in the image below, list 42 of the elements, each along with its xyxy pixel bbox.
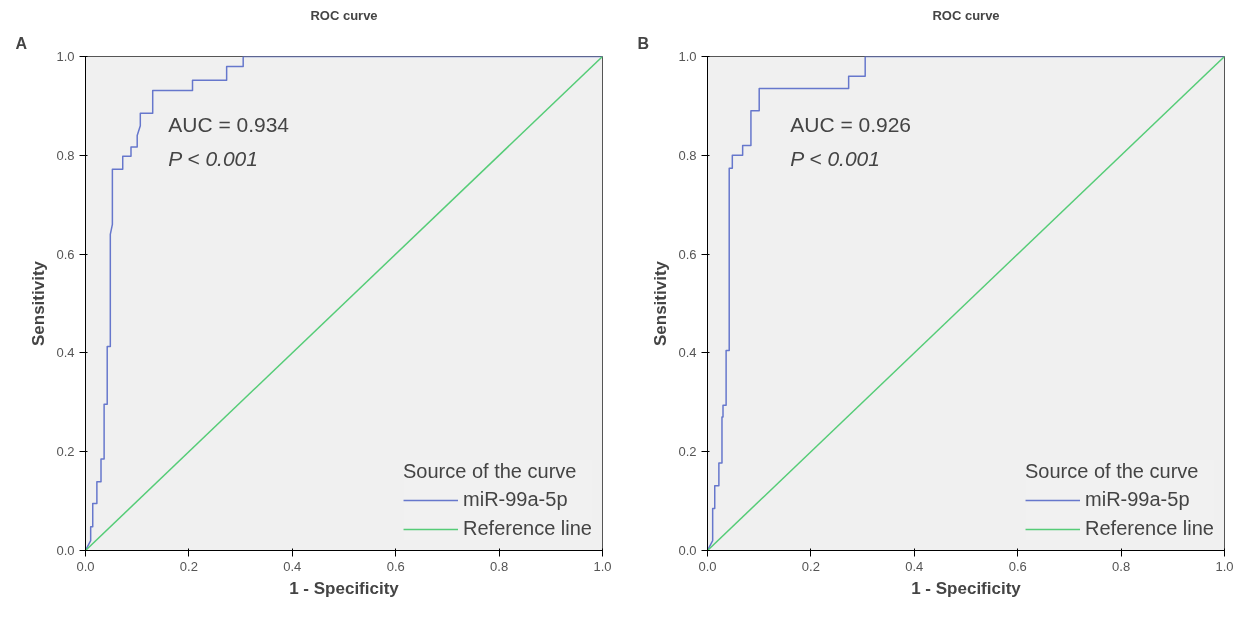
y-tick-label: 0.2 [678,444,697,460]
legend-label: miR-99a-5p [463,488,568,511]
x-tick-label: 1.0 [1215,558,1234,574]
y-tick-label: 0.4 [56,345,75,361]
chart-title: ROC curve [932,7,1000,23]
y-tick-label: 1.0 [56,49,75,64]
y-tick-label: 0.4 [678,345,697,361]
y-axis-title: Sensitivity [29,260,49,347]
x-tick-label: 0.0 [76,558,95,574]
annotation: AUC = 0.934 [168,112,290,136]
legend-title: Source of the curve [403,460,578,483]
annotation: P < 0.001 [790,147,880,171]
y-tick-label: 0.2 [56,444,75,460]
x-axis-title: 1 - Specificity [911,578,1022,598]
x-tick-label: 1.0 [593,558,612,574]
y-tick-label: 0.8 [56,147,75,163]
text: B [637,34,650,52]
legend-label: miR-99a-5p [1085,488,1190,511]
y-tick-label: 0.6 [678,246,697,262]
x-tick-label: 0.8 [1112,558,1131,574]
y-tick-label: 0.0 [678,543,697,558]
x-tick-label: 0.8 [490,558,509,574]
x-tick-label: 0.6 [1008,558,1027,574]
x-tick-label: 0.2 [801,558,820,574]
x-axis-title: 1 - Specificity [289,578,400,598]
x-tick-label: 0.4 [283,558,302,574]
annotation: AUC = 0.926 [790,112,912,136]
chart-title: ROC curve [310,7,378,23]
y-tick-label: 0.8 [678,147,697,163]
x-tick-label: 0.6 [386,558,405,574]
x-tick-label: 0.0 [698,558,717,574]
x-tick-label: 0.4 [905,558,924,574]
legend-label: Reference line [1085,517,1214,540]
y-axis-title: Sensitivity [651,260,671,347]
x-tick-label: 0.2 [179,558,198,574]
annotation: P < 0.001 [168,147,258,171]
text: A [15,34,28,52]
y-tick-label: 0.6 [56,246,75,262]
legend-label: Reference line [463,517,592,540]
y-tick-label: 1.0 [678,49,697,64]
y-tick-label: 0.0 [56,543,75,558]
legend-title: Source of the curve [1025,460,1200,483]
